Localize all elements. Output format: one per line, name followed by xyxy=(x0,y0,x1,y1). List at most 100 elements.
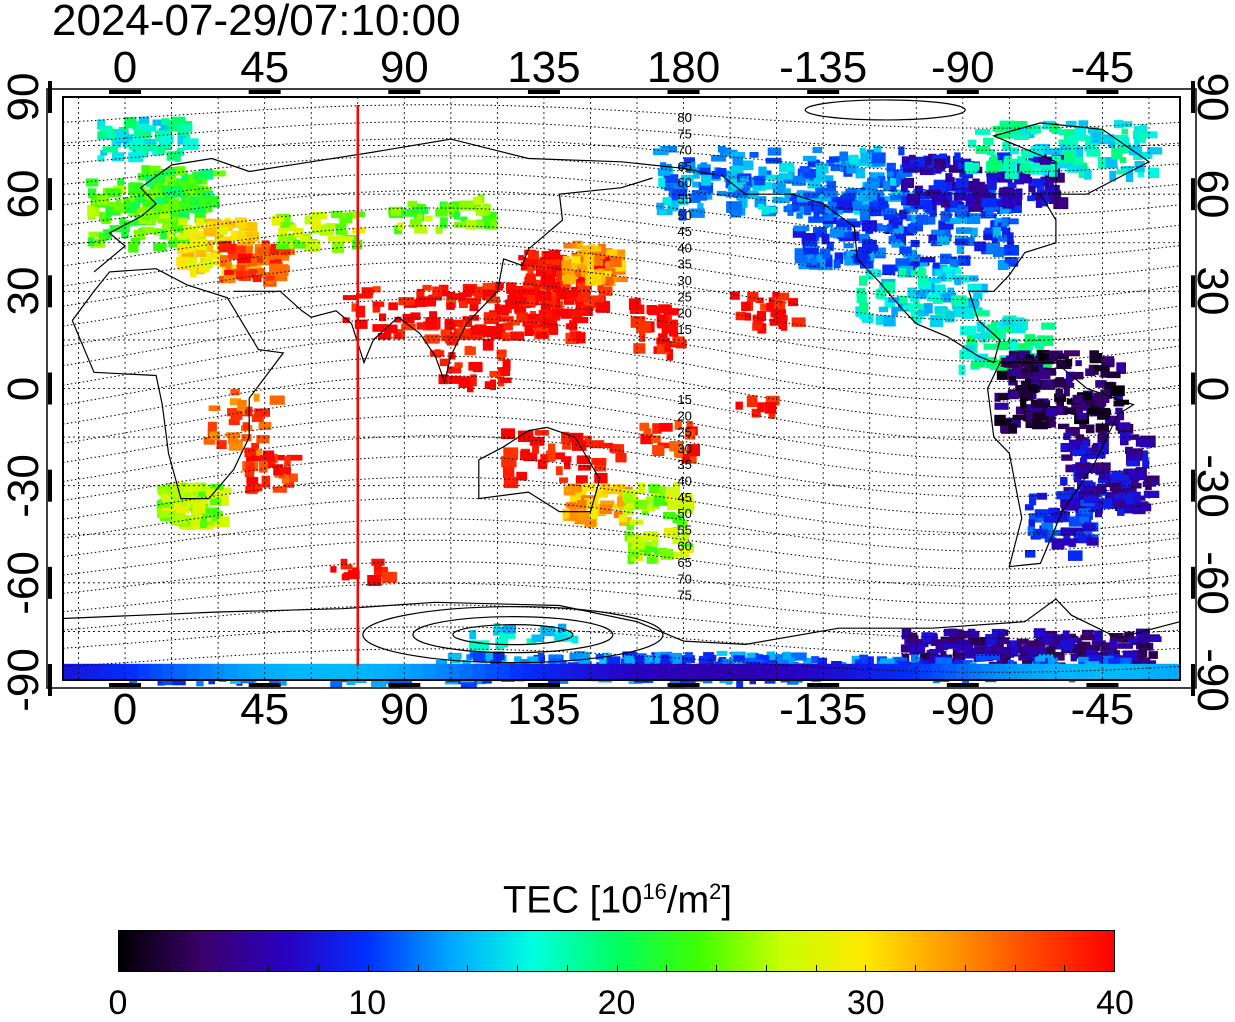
tec-cell xyxy=(825,256,833,268)
tec-cell xyxy=(385,663,400,681)
left-tick-label: 60 xyxy=(0,169,48,219)
tec-cell xyxy=(738,196,748,208)
tec-cell xyxy=(347,570,360,580)
tec-cell xyxy=(398,676,413,688)
contour-label-north: 25 xyxy=(677,289,691,304)
tec-cell xyxy=(1091,640,1106,647)
tec-cell xyxy=(949,200,958,209)
tec-cell xyxy=(894,212,903,222)
tec-cell xyxy=(169,167,180,173)
tec-cell xyxy=(540,316,557,328)
tec-cell xyxy=(1001,227,1011,239)
tec-cell xyxy=(716,168,727,177)
tec-cell xyxy=(810,257,818,265)
tec-cell xyxy=(140,226,155,234)
tec-cell xyxy=(617,276,628,282)
tec-cell xyxy=(875,248,885,256)
tec-cell xyxy=(527,266,534,276)
tec-cell xyxy=(194,211,206,223)
tec-cell xyxy=(1035,193,1044,199)
tec-cell xyxy=(757,203,764,210)
tec-cell xyxy=(161,118,170,125)
contour-label-north: 35 xyxy=(677,257,691,272)
tec-cell xyxy=(546,309,562,317)
tec-cell xyxy=(773,309,786,315)
tec-cell xyxy=(725,170,741,180)
tec-cell xyxy=(1046,657,1058,667)
tec-cell xyxy=(1119,137,1130,148)
tec-cell xyxy=(1084,146,1094,152)
colorbar-minor-tick xyxy=(417,965,419,971)
tec-cell xyxy=(944,310,955,323)
tec-cell xyxy=(188,189,200,196)
tec-cell xyxy=(886,162,896,172)
tec-cell xyxy=(286,663,300,681)
tec-cell xyxy=(1105,663,1119,681)
tec-cell xyxy=(97,119,106,130)
tec-cell xyxy=(355,305,366,318)
tec-cell xyxy=(760,303,771,311)
tec-cell xyxy=(629,519,643,525)
tec-cell xyxy=(401,209,417,217)
tec-cell xyxy=(451,201,464,210)
top-tick-label: 135 xyxy=(507,43,581,92)
tec-cell xyxy=(538,310,552,319)
tec-cell xyxy=(941,199,951,208)
tec-cell xyxy=(928,234,940,243)
tec-cell xyxy=(596,301,611,313)
tec-cell xyxy=(929,649,939,657)
tec-cell xyxy=(909,296,920,302)
tec-cell xyxy=(884,281,896,294)
tec-cell xyxy=(658,333,668,343)
tec-cell xyxy=(1105,157,1118,169)
tec-cell xyxy=(1063,487,1075,494)
tec-cell xyxy=(1061,538,1075,546)
tec-cell xyxy=(1072,490,1087,497)
magnetic-latitude-contour xyxy=(62,375,1181,441)
tec-cell xyxy=(930,639,947,646)
tec-cell xyxy=(732,156,743,166)
bottom-tick-label: 90 xyxy=(379,685,429,734)
tec-cell xyxy=(698,182,714,193)
contour-label-north: 50 xyxy=(677,208,691,223)
tec-cell xyxy=(640,433,653,445)
tec-cell xyxy=(844,232,852,239)
tec-cell xyxy=(1128,145,1142,156)
tec-cell xyxy=(798,258,810,270)
tec-cell xyxy=(258,421,272,431)
tec-cell xyxy=(991,321,999,328)
tec-cell xyxy=(254,408,270,417)
tec-cell xyxy=(834,252,844,264)
tec-cell xyxy=(784,188,791,198)
tec-cell xyxy=(262,450,275,461)
tec-cell xyxy=(663,174,679,184)
tec-cell xyxy=(820,663,834,681)
tec-cell xyxy=(559,477,568,483)
tec-cell xyxy=(137,663,151,681)
tec-cell xyxy=(678,163,687,170)
tec-cell xyxy=(1057,147,1071,155)
tec-cell xyxy=(1002,141,1012,151)
tec-cell xyxy=(124,117,137,129)
tec-cell xyxy=(197,506,206,516)
tec-cell xyxy=(1093,392,1110,403)
tec-cell xyxy=(801,233,817,245)
tec-cell xyxy=(171,515,187,526)
tec-cell xyxy=(277,264,289,276)
tec-cell xyxy=(1074,156,1084,167)
tec-cell xyxy=(559,663,573,681)
axis-tick-mark xyxy=(807,683,840,687)
tec-cell xyxy=(967,283,982,291)
tec-cell xyxy=(910,167,926,173)
tec-cell xyxy=(973,353,989,365)
tec-cell xyxy=(1084,488,1095,496)
tec-cell xyxy=(576,455,591,465)
tec-cell xyxy=(955,633,967,639)
tec-cell xyxy=(891,306,898,316)
tec-cell xyxy=(716,190,727,197)
tec-cell xyxy=(466,654,473,661)
tec-cell xyxy=(859,233,870,244)
tec-cell xyxy=(455,328,471,339)
tec-cell xyxy=(340,564,353,570)
top-tick-label: 0 xyxy=(112,43,138,92)
